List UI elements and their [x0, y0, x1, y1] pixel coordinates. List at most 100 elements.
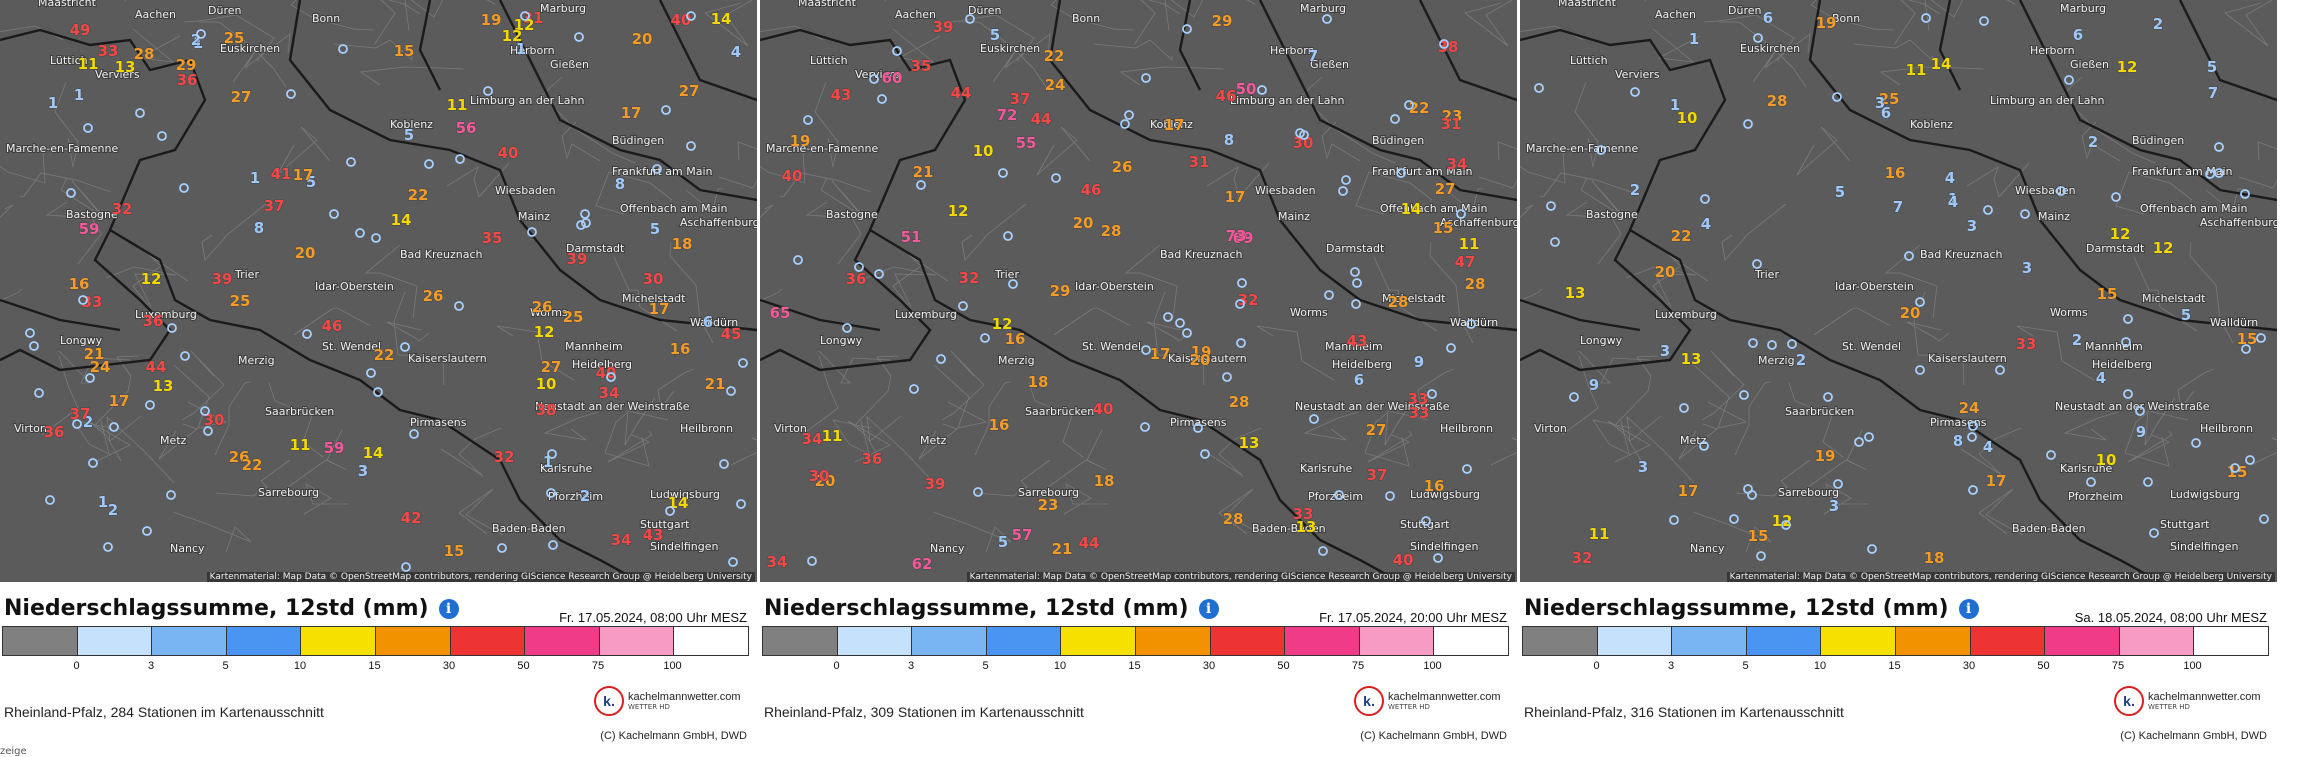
station-value[interactable]: 1 — [249, 169, 260, 188]
station-value[interactable]: 3 — [1637, 458, 1648, 477]
station-value[interactable]: 12 — [501, 27, 523, 46]
station-value[interactable]: 25 — [562, 308, 584, 327]
station-marker[interactable] — [1596, 145, 1606, 155]
station-marker[interactable] — [2240, 189, 2250, 199]
station-marker[interactable] — [2064, 75, 2074, 85]
station-marker[interactable] — [869, 74, 879, 84]
station-marker[interactable] — [2214, 142, 2224, 152]
station-marker[interactable] — [652, 164, 662, 174]
station-marker[interactable] — [936, 354, 946, 364]
station-value[interactable]: 2 — [1629, 181, 1640, 200]
station-marker[interactable] — [1787, 339, 1797, 349]
station-value[interactable]: 33 — [1407, 390, 1429, 409]
station-value[interactable]: 29 — [175, 56, 197, 75]
station-value[interactable]: 30 — [203, 411, 225, 430]
kachelmann-logo[interactable]: k. kachelmannwetter.com WETTER HD — [594, 686, 741, 716]
station-value[interactable]: 20 — [294, 244, 316, 263]
precipitation-map[interactable]: Maastricht Aachen Düren Bonn Marburg Euskirch… — [1520, 0, 2277, 582]
station-value[interactable]: 21 — [1051, 540, 1073, 559]
station-marker[interactable] — [2230, 463, 2240, 473]
station-value[interactable]: 20 — [1654, 263, 1676, 282]
station-marker[interactable] — [1534, 83, 1544, 93]
station-value[interactable]: 17 — [292, 166, 314, 185]
station-marker[interactable] — [1334, 490, 1344, 500]
station-value[interactable]: 1 — [47, 94, 58, 113]
station-marker[interactable] — [1823, 392, 1833, 402]
station-value[interactable]: 23 — [1037, 496, 1059, 515]
station-marker[interactable] — [103, 542, 113, 552]
station-marker[interactable] — [2121, 337, 2131, 347]
station-value[interactable]: 6 — [702, 313, 713, 332]
station-marker[interactable] — [1008, 279, 1018, 289]
station-marker[interactable] — [166, 490, 176, 500]
station-marker[interactable] — [1163, 312, 1173, 322]
station-marker[interactable] — [200, 406, 210, 416]
station-value[interactable]: 22 — [1043, 47, 1065, 66]
station-marker[interactable] — [1767, 340, 1777, 350]
station-value[interactable]: 28 — [1387, 293, 1409, 312]
station-marker[interactable] — [1236, 338, 1246, 348]
station-marker[interactable] — [2111, 192, 2121, 202]
info-icon[interactable]: i — [438, 598, 459, 619]
station-value[interactable]: 27 — [230, 88, 252, 107]
station-value[interactable]: 17 — [1677, 482, 1699, 501]
station-marker[interactable] — [1341, 175, 1351, 185]
station-marker[interactable] — [909, 384, 919, 394]
station-marker[interactable] — [145, 400, 155, 410]
station-value[interactable]: 73 — [1225, 227, 1247, 246]
station-marker[interactable] — [1915, 365, 1925, 375]
station-value[interactable]: 3 — [1828, 497, 1839, 516]
station-marker[interactable] — [302, 329, 312, 339]
station-value[interactable]: 2 — [107, 501, 118, 520]
station-value[interactable]: 15 — [1747, 527, 1769, 546]
station-value[interactable]: 44 — [1030, 110, 1052, 129]
info-icon[interactable]: i — [1198, 598, 1219, 619]
station-value[interactable]: 11 — [1588, 525, 1610, 544]
station-value[interactable]: 8 — [614, 175, 625, 194]
station-value[interactable]: 20 — [1899, 304, 1921, 323]
station-marker[interactable] — [1753, 33, 1763, 43]
station-marker[interactable] — [2135, 406, 2145, 416]
station-marker[interactable] — [2046, 450, 2056, 460]
station-marker[interactable] — [1175, 318, 1185, 328]
station-value[interactable]: 1 — [515, 40, 526, 59]
station-value[interactable]: 29 — [1049, 282, 1071, 301]
station-marker[interactable] — [1569, 392, 1579, 402]
station-marker[interactable] — [1295, 128, 1305, 138]
station-marker[interactable] — [1193, 423, 1203, 433]
station-marker[interactable] — [980, 333, 990, 343]
station-marker[interactable] — [1182, 328, 1192, 338]
station-value[interactable]: 8 — [1952, 432, 1963, 451]
station-value[interactable]: 25 — [223, 29, 245, 48]
station-marker[interactable] — [1257, 85, 1267, 95]
station-marker[interactable] — [1433, 553, 1443, 563]
station-value[interactable]: 29 — [1211, 12, 1233, 31]
station-value[interactable]: 1 — [192, 34, 203, 53]
station-value[interactable]: 28 — [1766, 92, 1788, 111]
station-value[interactable]: 20 — [1189, 351, 1211, 370]
station-value[interactable]: 13 — [1564, 284, 1586, 303]
station-marker[interactable] — [400, 342, 410, 352]
station-marker[interactable] — [2020, 209, 2030, 219]
station-marker[interactable] — [373, 387, 383, 397]
station-value[interactable]: 30 — [1292, 134, 1314, 153]
station-marker[interactable] — [580, 209, 590, 219]
station-marker[interactable] — [1864, 432, 1874, 442]
station-marker[interactable] — [1351, 299, 1361, 309]
station-marker[interactable] — [1141, 345, 1151, 355]
station-marker[interactable] — [576, 220, 586, 230]
station-marker[interactable] — [1739, 390, 1749, 400]
station-marker[interactable] — [1350, 267, 1360, 277]
station-value[interactable]: 5 — [2180, 306, 2191, 325]
station-marker[interactable] — [1182, 24, 1192, 34]
station-marker[interactable] — [686, 11, 696, 21]
station-value[interactable]: 18 — [1923, 549, 1945, 568]
station-value[interactable]: 6 — [1880, 104, 1891, 123]
station-value[interactable]: 44 — [1078, 534, 1100, 553]
station-value[interactable]: 42 — [400, 509, 422, 528]
station-value[interactable]: 15 — [393, 42, 415, 61]
station-value[interactable]: 49 — [69, 21, 91, 40]
station-marker[interactable] — [203, 426, 213, 436]
station-marker[interactable] — [1729, 514, 1739, 524]
station-value[interactable]: 17 — [648, 300, 670, 319]
